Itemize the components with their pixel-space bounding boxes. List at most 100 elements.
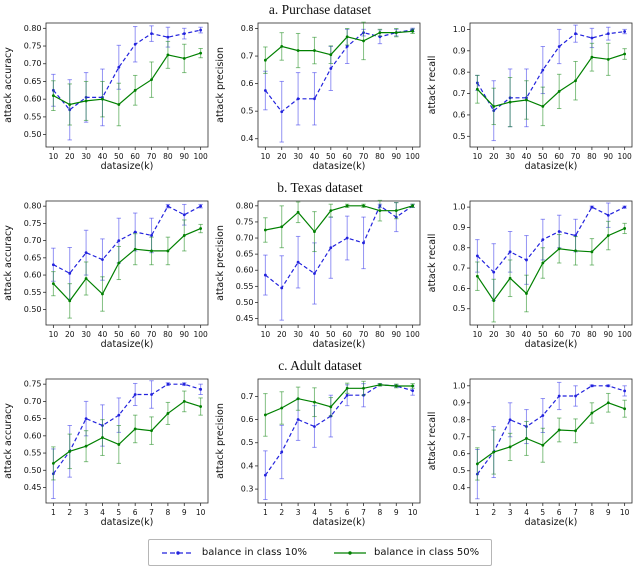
svg-text:10: 10 bbox=[620, 508, 630, 517]
svg-text:1: 1 bbox=[475, 508, 480, 517]
svg-text:30: 30 bbox=[293, 330, 303, 339]
svg-text:4: 4 bbox=[524, 508, 529, 517]
svg-text:5: 5 bbox=[540, 508, 545, 517]
svg-text:8: 8 bbox=[378, 508, 383, 517]
svg-text:5: 5 bbox=[116, 508, 121, 517]
svg-text:70: 70 bbox=[359, 152, 369, 161]
chart-texas-accuracy: 0.50 0.55 0.60 0.65 0.70 0.75 0.80 10 20 30 40 50 60… bbox=[2, 196, 214, 356]
svg-text:70: 70 bbox=[147, 152, 157, 161]
svg-text:0.9: 0.9 bbox=[453, 46, 466, 55]
svg-text:0.8: 0.8 bbox=[453, 415, 466, 424]
chart-svg: 0.5 0.6 0.7 0.8 0.9 1.0 10 20 30 40 50 60 70 80 90 100 d… bbox=[427, 200, 633, 350]
svg-text:50: 50 bbox=[114, 152, 124, 161]
chart-row-purchase: 0.50 0.55 0.60 0.65 0.70 0.75 0.80 10 20 30 40 50 60… bbox=[0, 18, 640, 178]
svg-text:0.6: 0.6 bbox=[453, 110, 466, 119]
svg-text:40: 40 bbox=[98, 152, 108, 161]
chart-purchase-accuracy: 0.50 0.55 0.60 0.65 0.70 0.75 0.80 10 20 30 40 50 60… bbox=[2, 18, 214, 178]
svg-text:datasize(k): datasize(k) bbox=[101, 339, 154, 350]
svg-text:3: 3 bbox=[296, 508, 301, 517]
svg-text:attack precision: attack precision bbox=[215, 47, 226, 123]
svg-text:0.75: 0.75 bbox=[24, 42, 42, 51]
svg-text:datasize(k): datasize(k) bbox=[313, 161, 366, 172]
svg-text:2: 2 bbox=[491, 508, 496, 517]
svg-text:0.4: 0.4 bbox=[241, 461, 254, 470]
svg-text:0.70: 0.70 bbox=[24, 397, 42, 406]
chart-adult-precision: 0.3 0.4 0.5 0.6 0.7 1 2 3 4 5 6 7 8 9 10 datasize(k) att… bbox=[214, 374, 426, 534]
chart-texas-recall: 0.5 0.6 0.7 0.8 0.9 1.0 10 20 30 40 50 60 70 80 90 100 d… bbox=[426, 196, 638, 356]
svg-text:80: 80 bbox=[375, 330, 385, 339]
svg-text:6: 6 bbox=[557, 508, 562, 517]
svg-text:0.70: 0.70 bbox=[24, 59, 42, 68]
svg-text:0.5: 0.5 bbox=[241, 438, 254, 447]
chart-svg: 0.5 0.6 0.7 0.8 0.9 1.0 10 20 30 40 50 60 70 80 90 100 d… bbox=[427, 22, 633, 172]
svg-text:3: 3 bbox=[84, 508, 89, 517]
section-title-texas: b. Texas dataset bbox=[277, 180, 363, 195]
svg-text:10: 10 bbox=[408, 508, 418, 517]
svg-text:0.7: 0.7 bbox=[453, 432, 466, 441]
svg-text:20: 20 bbox=[489, 152, 499, 161]
svg-text:80: 80 bbox=[163, 152, 173, 161]
legend-item-balance-50: balance in class 50% bbox=[333, 543, 479, 562]
section-title-purchase: a. Purchase dataset bbox=[268, 2, 372, 17]
svg-text:20: 20 bbox=[277, 152, 287, 161]
svg-text:attack recall: attack recall bbox=[427, 234, 438, 293]
svg-text:attack accuracy: attack accuracy bbox=[3, 403, 14, 479]
chart-svg: 0.45 0.50 0.55 0.60 0.65 0.70 0.75 1 2 3 4 5 6 7 8 9 10 d… bbox=[3, 378, 209, 528]
svg-text:attack recall: attack recall bbox=[427, 56, 438, 115]
svg-text:10: 10 bbox=[473, 152, 483, 161]
svg-text:datasize(k): datasize(k) bbox=[525, 517, 578, 528]
svg-text:3: 3 bbox=[508, 508, 513, 517]
chart-row-texas: 0.50 0.55 0.60 0.65 0.70 0.75 0.80 10 20 30 40 50 60… bbox=[0, 196, 640, 356]
svg-text:0.65: 0.65 bbox=[24, 414, 42, 423]
svg-text:10: 10 bbox=[473, 330, 483, 339]
svg-text:8: 8 bbox=[166, 508, 171, 517]
svg-text:70: 70 bbox=[571, 330, 581, 339]
svg-text:30: 30 bbox=[293, 152, 303, 161]
legend: balance in class 10% balance in class 50… bbox=[147, 539, 493, 566]
svg-text:1: 1 bbox=[263, 508, 268, 517]
svg-text:datasize(k): datasize(k) bbox=[525, 339, 578, 350]
svg-text:20: 20 bbox=[65, 330, 75, 339]
svg-text:datasize(k): datasize(k) bbox=[101, 517, 154, 528]
svg-text:6: 6 bbox=[345, 508, 350, 517]
svg-text:0.60: 0.60 bbox=[24, 431, 42, 440]
svg-text:0.5: 0.5 bbox=[453, 132, 466, 141]
chart-purchase-recall: 0.5 0.6 0.7 0.8 0.9 1.0 10 20 30 40 50 60 70 80 90 100 d… bbox=[426, 18, 638, 178]
svg-text:0.8: 0.8 bbox=[453, 243, 466, 252]
svg-text:attack accuracy: attack accuracy bbox=[3, 47, 14, 123]
svg-text:90: 90 bbox=[603, 330, 613, 339]
svg-text:60: 60 bbox=[342, 152, 352, 161]
svg-text:80: 80 bbox=[587, 152, 597, 161]
svg-text:0.45: 0.45 bbox=[24, 483, 42, 492]
svg-text:4: 4 bbox=[312, 508, 317, 517]
svg-text:datasize(k): datasize(k) bbox=[313, 517, 366, 528]
svg-text:40: 40 bbox=[310, 152, 320, 161]
svg-text:0.60: 0.60 bbox=[24, 271, 42, 280]
chart-svg: 0.3 0.4 0.5 0.6 0.7 1 2 3 4 5 6 7 8 9 10 datasize(k) att… bbox=[215, 378, 421, 528]
svg-text:0.50: 0.50 bbox=[24, 130, 42, 139]
svg-text:20: 20 bbox=[277, 330, 287, 339]
legend-wrap: balance in class 10% balance in class 50… bbox=[0, 539, 640, 566]
legend-swatch-balance-50-icon bbox=[333, 543, 367, 562]
svg-text:2: 2 bbox=[279, 508, 284, 517]
svg-text:70: 70 bbox=[147, 330, 157, 339]
svg-text:2: 2 bbox=[67, 508, 72, 517]
svg-text:40: 40 bbox=[522, 330, 532, 339]
svg-text:10: 10 bbox=[196, 508, 206, 517]
svg-text:0.9: 0.9 bbox=[453, 223, 466, 232]
svg-text:40: 40 bbox=[522, 152, 532, 161]
svg-text:10: 10 bbox=[49, 330, 59, 339]
svg-text:0.6: 0.6 bbox=[241, 415, 254, 424]
svg-text:40: 40 bbox=[98, 330, 108, 339]
svg-text:0.50: 0.50 bbox=[236, 298, 254, 307]
svg-text:0.80: 0.80 bbox=[24, 202, 42, 211]
svg-text:0.7: 0.7 bbox=[241, 52, 254, 61]
svg-text:0.6: 0.6 bbox=[453, 449, 466, 458]
svg-text:0.7: 0.7 bbox=[453, 89, 466, 98]
chart-svg: 0.4 0.5 0.6 0.7 0.8 0.9 1.0 1 2 3 4 5 6 7 8 9 10 datasize… bbox=[427, 378, 633, 528]
svg-text:0.8: 0.8 bbox=[453, 68, 466, 77]
svg-text:50: 50 bbox=[326, 152, 336, 161]
section-title-adult: c. Adult dataset bbox=[278, 358, 362, 373]
svg-text:0.75: 0.75 bbox=[236, 217, 254, 226]
svg-text:100: 100 bbox=[405, 152, 420, 161]
